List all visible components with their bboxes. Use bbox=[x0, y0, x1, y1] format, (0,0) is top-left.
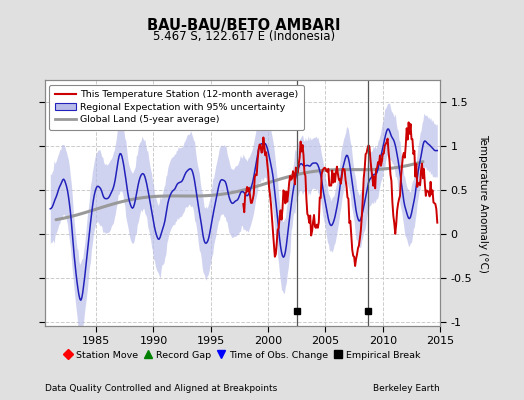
Text: 5.467 S, 122.617 E (Indonesia): 5.467 S, 122.617 E (Indonesia) bbox=[152, 30, 335, 43]
Legend: Station Move, Record Gap, Time of Obs. Change, Empirical Break: Station Move, Record Gap, Time of Obs. C… bbox=[61, 348, 423, 362]
Y-axis label: Temperature Anomaly (°C): Temperature Anomaly (°C) bbox=[478, 134, 488, 272]
Text: BAU-BAU/BETO AMBARI: BAU-BAU/BETO AMBARI bbox=[147, 18, 341, 33]
Text: Berkeley Earth: Berkeley Earth bbox=[374, 384, 440, 393]
Legend: This Temperature Station (12-month average), Regional Expectation with 95% uncer: This Temperature Station (12-month avera… bbox=[49, 85, 304, 130]
Text: Data Quality Controlled and Aligned at Breakpoints: Data Quality Controlled and Aligned at B… bbox=[45, 384, 277, 393]
